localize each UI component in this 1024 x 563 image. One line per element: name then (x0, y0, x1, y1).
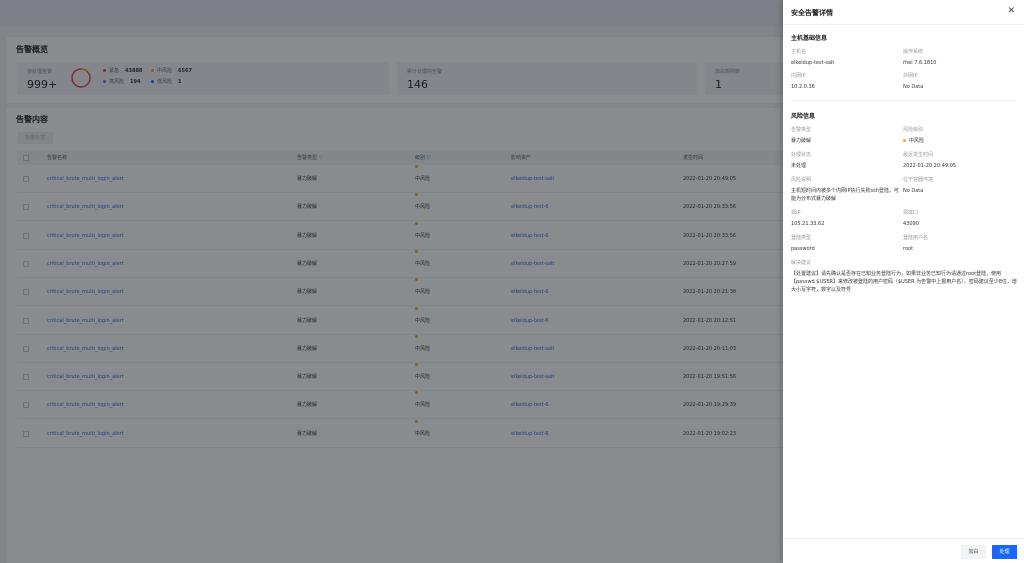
handle-button[interactable]: 处理 (992, 545, 1017, 559)
detail-field: 源IP 105.21.33.62 (791, 210, 825, 227)
level-dot (903, 139, 906, 142)
detail-field: 源端口 43090 (903, 210, 919, 227)
detail-field: 处理状态 未处理 (791, 152, 812, 169)
whitelist-button[interactable]: 加白 (961, 545, 986, 559)
detail-field: 位于容器环境 No Data (903, 177, 934, 194)
detail-field: 外网IP No Data (903, 73, 924, 90)
detail-field: 告警类型 暴力破解 (791, 127, 812, 144)
detail-field: 登陆类型 password (791, 235, 815, 252)
detail-field: 最近发生时间 2022-01-20 20:49:05 (903, 152, 957, 169)
detail-field: 风险级别 中风险 (903, 127, 925, 144)
modal-mask[interactable] (0, 0, 783, 563)
alert-detail-drawer: 安全告警详情 ✕ 主机基础信息 主机名 elkeidup-test-salt 操作系统… (783, 0, 1024, 563)
risk-section-title: 风险信息 (791, 113, 816, 120)
detail-field: 登陆用户名 root (903, 235, 929, 252)
detail-field: 主机名 elkeidup-test-salt (791, 49, 835, 66)
divider (791, 100, 1016, 101)
drawer-footer: 加白 处理 (783, 538, 1024, 563)
suggestion-text: 【处置建议】请先确认是否存在已知业务登陆行为，如果非业务已知行为请通过root登… (791, 271, 1017, 293)
detail-field: 操作系统 rhel 7.6.1810 (903, 49, 937, 66)
detail-field: 内网IP 10.2.0.36 (791, 73, 815, 90)
host-section-title: 主机基础信息 (791, 35, 828, 42)
detail-field: 风险说明 主机短时间内被多个内网IP执行失败ssh登陆，可能为分布式暴力破解 (791, 177, 899, 202)
drawer-title: 安全告警详情 (791, 9, 833, 17)
suggestion-label: 解决建议 (791, 260, 812, 266)
suggestion-field: 解决建议 【处置建议】请先确认是否存在已知业务登陆行为，如果非业务已知行为请通过… (791, 259, 1017, 294)
close-icon[interactable]: ✕ (1007, 6, 1015, 16)
